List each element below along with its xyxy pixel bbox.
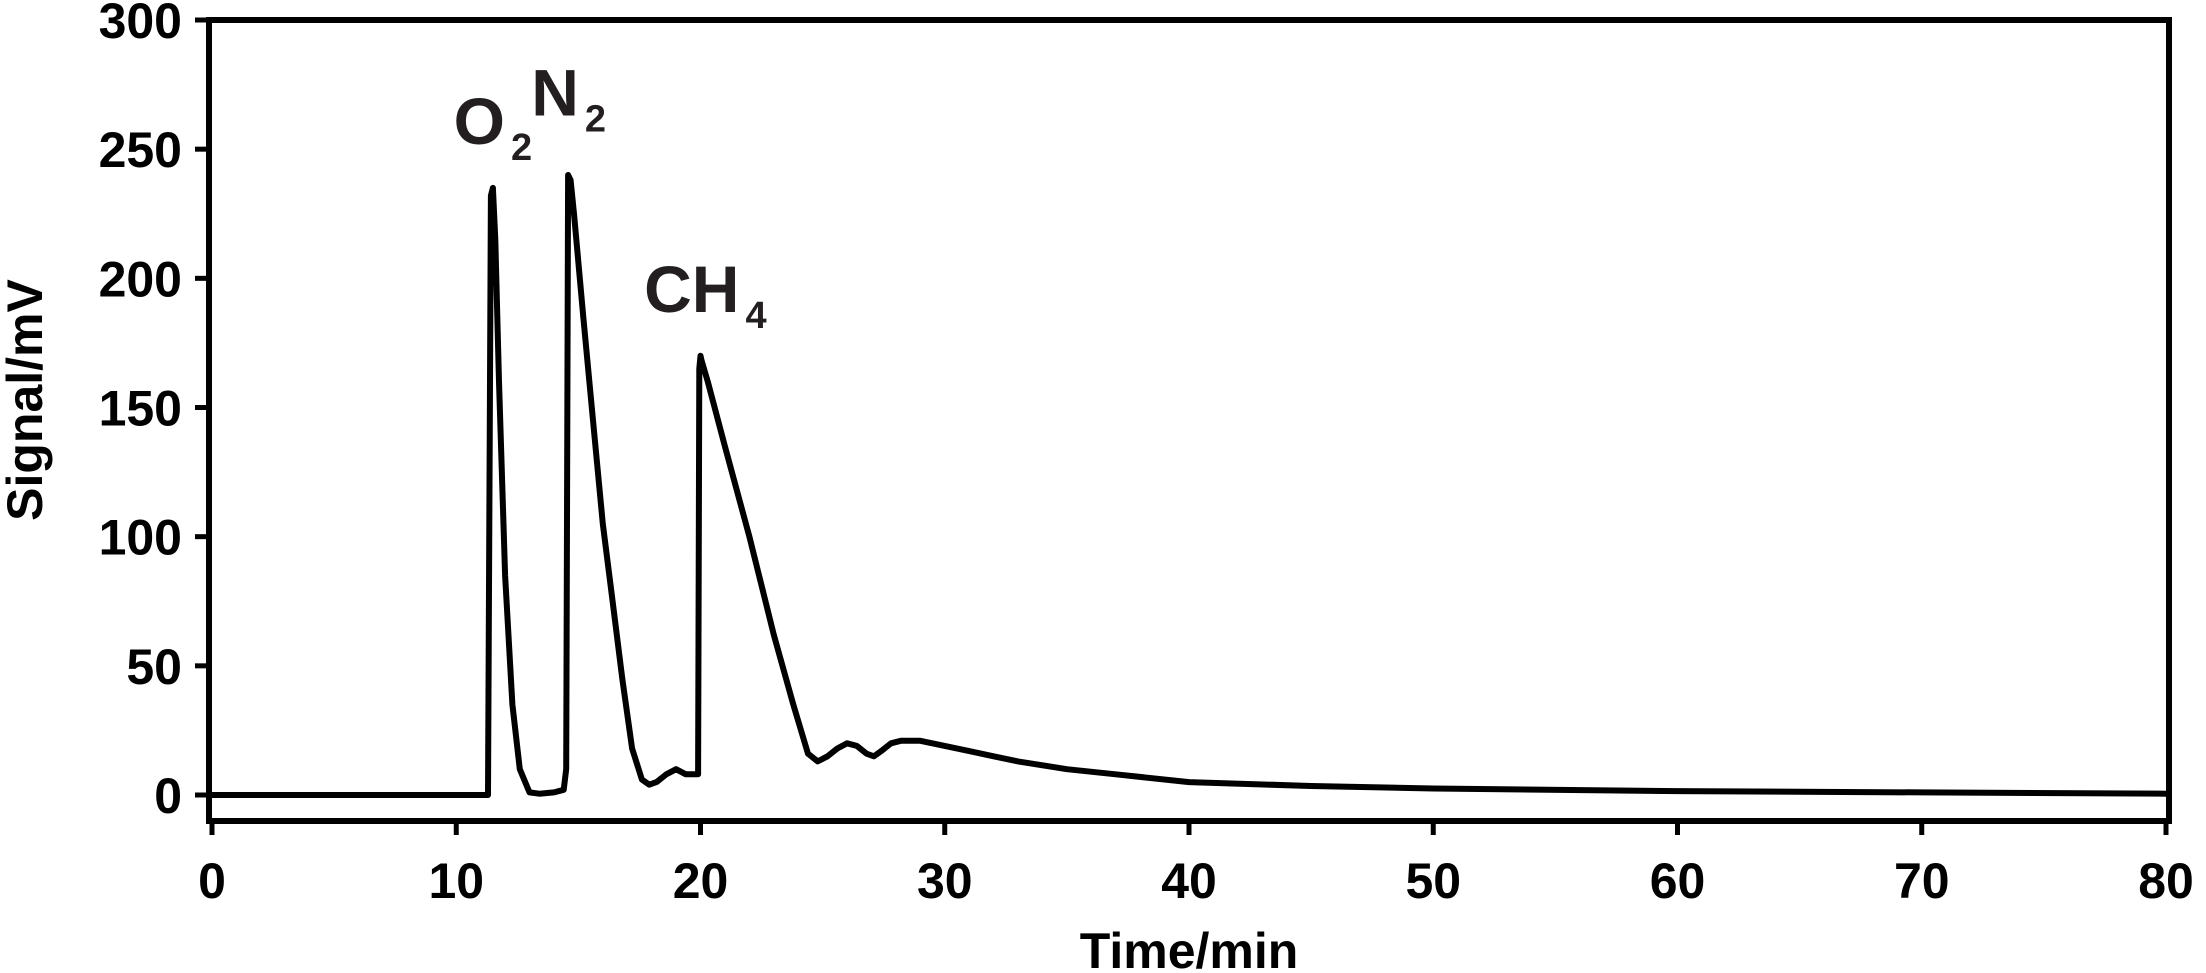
peak-label-base: N [531, 56, 579, 130]
y-axis-title: Signal/mV [0, 278, 53, 520]
y-tick-label: 50 [126, 639, 182, 695]
peak-label-base: CH [644, 252, 739, 326]
peak-label-base: O [454, 84, 505, 158]
x-axis-title: Time/min [1080, 923, 1299, 973]
x-tick-label: 40 [1161, 853, 1217, 909]
y-tick-label: 150 [99, 381, 182, 437]
x-tick-label: 80 [2138, 853, 2194, 909]
x-tick-label: 20 [673, 853, 729, 909]
peak-label: CH 4 [644, 252, 766, 337]
y-tick-label: 0 [154, 768, 182, 824]
peak-label-subscript: 2 [585, 99, 606, 141]
peak-label-subscript: 2 [511, 127, 532, 169]
x-tick-label: 10 [428, 853, 484, 909]
signal-trace [209, 172, 2169, 798]
x-tick-label: 60 [1650, 853, 1706, 909]
x-tick-label: 50 [1405, 853, 1461, 909]
x-tick-label: 0 [198, 853, 226, 909]
y-tick-label: 250 [99, 122, 182, 178]
y-tick-label: 100 [99, 510, 182, 566]
peak-label-subscript: 4 [745, 295, 766, 337]
y-tick-label: 200 [99, 251, 182, 307]
x-tick-label: 30 [917, 853, 973, 909]
y-tick-label: 300 [99, 0, 182, 49]
x-tick-label: 70 [1894, 853, 1950, 909]
